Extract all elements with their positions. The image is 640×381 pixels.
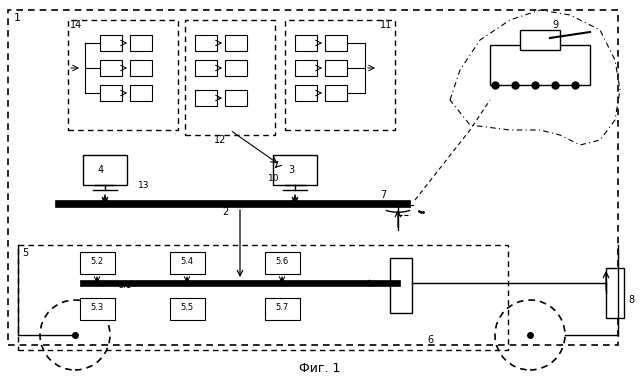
Bar — [18, 245, 508, 350]
FancyBboxPatch shape — [80, 298, 115, 320]
FancyBboxPatch shape — [100, 35, 122, 51]
FancyBboxPatch shape — [606, 268, 624, 318]
FancyBboxPatch shape — [490, 45, 590, 85]
FancyBboxPatch shape — [520, 30, 560, 50]
Text: 10: 10 — [268, 173, 280, 182]
FancyBboxPatch shape — [170, 252, 205, 274]
FancyBboxPatch shape — [225, 90, 247, 106]
Bar — [68, 20, 178, 130]
Bar — [8, 10, 618, 345]
FancyBboxPatch shape — [295, 85, 317, 101]
FancyBboxPatch shape — [195, 60, 217, 76]
FancyBboxPatch shape — [225, 35, 247, 51]
FancyBboxPatch shape — [390, 258, 412, 313]
Bar — [185, 20, 275, 135]
Text: 4: 4 — [98, 165, 104, 175]
FancyBboxPatch shape — [325, 60, 347, 76]
Text: 7: 7 — [380, 190, 386, 200]
Text: 11: 11 — [380, 20, 392, 30]
Text: 5.3: 5.3 — [90, 304, 104, 312]
Text: 1: 1 — [14, 13, 21, 23]
Text: 3: 3 — [288, 165, 294, 175]
FancyBboxPatch shape — [80, 252, 115, 274]
FancyBboxPatch shape — [325, 35, 347, 51]
Text: 5.4: 5.4 — [180, 258, 193, 266]
FancyBboxPatch shape — [195, 35, 217, 51]
Text: Фиг. 1: Фиг. 1 — [300, 362, 340, 375]
FancyBboxPatch shape — [80, 280, 400, 286]
Text: 13: 13 — [138, 181, 150, 189]
Text: 12: 12 — [214, 135, 226, 145]
Text: 5.2: 5.2 — [90, 258, 104, 266]
Text: 5.5: 5.5 — [180, 304, 193, 312]
FancyBboxPatch shape — [325, 85, 347, 101]
FancyBboxPatch shape — [265, 252, 300, 274]
FancyBboxPatch shape — [55, 200, 410, 207]
FancyBboxPatch shape — [100, 85, 122, 101]
FancyBboxPatch shape — [195, 90, 217, 106]
FancyBboxPatch shape — [100, 60, 122, 76]
FancyBboxPatch shape — [130, 85, 152, 101]
FancyBboxPatch shape — [273, 155, 317, 185]
Bar — [285, 20, 395, 130]
Text: 5: 5 — [22, 248, 28, 258]
FancyBboxPatch shape — [295, 60, 317, 76]
FancyBboxPatch shape — [83, 155, 127, 185]
FancyBboxPatch shape — [130, 60, 152, 76]
FancyBboxPatch shape — [265, 298, 300, 320]
Text: 8: 8 — [628, 295, 634, 305]
Text: 5.1: 5.1 — [118, 282, 131, 290]
Text: 5.7: 5.7 — [275, 304, 289, 312]
Text: 14: 14 — [70, 20, 83, 30]
Text: 9: 9 — [552, 20, 558, 30]
Text: 6: 6 — [427, 335, 433, 345]
FancyBboxPatch shape — [295, 35, 317, 51]
FancyBboxPatch shape — [225, 60, 247, 76]
Text: 5.6: 5.6 — [275, 258, 289, 266]
Text: 2: 2 — [222, 207, 228, 217]
FancyBboxPatch shape — [170, 298, 205, 320]
FancyBboxPatch shape — [130, 35, 152, 51]
